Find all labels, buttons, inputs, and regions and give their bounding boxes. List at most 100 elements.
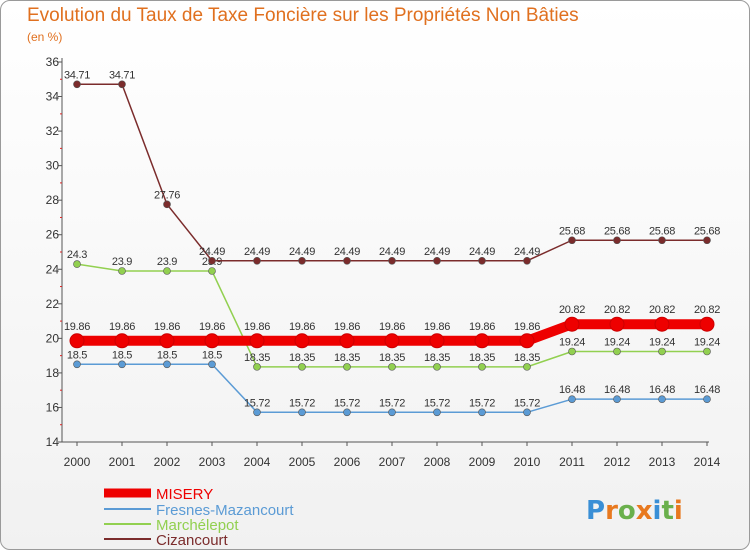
data-point bbox=[703, 347, 711, 356]
x-tick-label: 2003 bbox=[199, 455, 226, 469]
data-label: 18.35 bbox=[424, 352, 450, 364]
data-label: 19.24 bbox=[604, 336, 630, 348]
data-label: 18.35 bbox=[289, 352, 315, 364]
data-label: 24.49 bbox=[469, 246, 495, 258]
data-label: 15.72 bbox=[424, 397, 450, 409]
data-label: 18.5 bbox=[67, 349, 87, 361]
data-point bbox=[658, 236, 666, 245]
data-point bbox=[699, 316, 715, 332]
data-label: 25.68 bbox=[694, 225, 720, 237]
data-point bbox=[568, 347, 576, 356]
chart-title: Evolution du Taux de Taxe Foncière sur l… bbox=[27, 5, 579, 26]
data-label: 18.5 bbox=[157, 349, 177, 361]
data-label: 25.68 bbox=[559, 225, 585, 237]
data-point bbox=[253, 257, 261, 265]
data-point bbox=[69, 333, 85, 349]
data-label: 19.86 bbox=[199, 321, 225, 333]
data-label: 24.49 bbox=[334, 246, 360, 258]
data-point bbox=[703, 395, 711, 403]
data-point bbox=[343, 408, 351, 417]
chart-unit: (en %) bbox=[27, 30, 63, 44]
y-tick-label: 32 bbox=[46, 124, 60, 138]
data-point bbox=[568, 395, 576, 403]
x-tick-label: 2005 bbox=[289, 455, 316, 469]
data-point bbox=[703, 236, 711, 245]
data-label: 24.49 bbox=[514, 246, 540, 258]
legend-label: MISERY bbox=[156, 486, 213, 503]
data-point bbox=[298, 257, 306, 265]
data-point bbox=[118, 267, 126, 275]
data-label: 19.24 bbox=[694, 336, 720, 348]
data-label: 23.9 bbox=[157, 256, 177, 268]
y-tick-label: 30 bbox=[46, 159, 60, 173]
data-point bbox=[73, 80, 81, 89]
data-point bbox=[298, 363, 306, 371]
x-tick-label: 2014 bbox=[694, 455, 721, 469]
data-point bbox=[658, 395, 666, 403]
data-point bbox=[73, 360, 81, 369]
data-label: 24.49 bbox=[244, 246, 270, 258]
x-tick-label: 2006 bbox=[334, 455, 361, 469]
data-label: 16.48 bbox=[649, 384, 675, 396]
data-point bbox=[568, 236, 576, 245]
data-label: 19.86 bbox=[109, 321, 135, 333]
data-point bbox=[163, 267, 171, 275]
data-label: 19.24 bbox=[649, 336, 675, 348]
y-tick-label: 20 bbox=[46, 331, 60, 345]
data-point bbox=[658, 347, 666, 356]
x-tick-label: 2007 bbox=[379, 455, 406, 469]
data-label: 18.35 bbox=[469, 352, 495, 364]
x-tick-label: 2013 bbox=[649, 455, 676, 469]
data-point bbox=[388, 408, 396, 417]
data-label: 16.48 bbox=[559, 384, 585, 396]
data-point bbox=[163, 360, 171, 369]
x-tick-label: 2004 bbox=[244, 455, 271, 469]
x-tick-label: 2010 bbox=[514, 455, 541, 469]
data-label: 15.72 bbox=[334, 397, 360, 409]
data-label: 18.5 bbox=[202, 349, 222, 361]
y-tick-label: 18 bbox=[46, 366, 60, 380]
y-tick-label: 22 bbox=[46, 297, 60, 311]
data-point bbox=[388, 257, 396, 265]
y-tick-label: 14 bbox=[46, 435, 60, 449]
x-tick-label: 2012 bbox=[604, 455, 631, 469]
data-label: 19.86 bbox=[154, 321, 180, 333]
data-point bbox=[564, 316, 580, 332]
data-label: 20.82 bbox=[559, 304, 585, 316]
data-point bbox=[208, 257, 216, 265]
data-point bbox=[298, 408, 306, 417]
data-label: 19.86 bbox=[424, 321, 450, 333]
legend-label: Cizancourt bbox=[156, 532, 229, 549]
data-label: 19.86 bbox=[244, 321, 270, 333]
data-point bbox=[654, 316, 670, 332]
data-point bbox=[343, 257, 351, 265]
data-label: 19.86 bbox=[514, 321, 540, 333]
x-tick-label: 2011 bbox=[559, 455, 585, 469]
data-point bbox=[478, 408, 486, 417]
data-point bbox=[249, 333, 265, 349]
data-point bbox=[433, 408, 441, 417]
data-label: 19.86 bbox=[469, 321, 495, 333]
data-label: 20.82 bbox=[694, 304, 720, 316]
data-label: 19.86 bbox=[64, 321, 90, 333]
data-label: 24.49 bbox=[379, 246, 405, 258]
data-point bbox=[609, 316, 625, 332]
x-tick-label: 2009 bbox=[469, 455, 496, 469]
data-point bbox=[253, 363, 261, 371]
data-label: 15.72 bbox=[469, 397, 495, 409]
data-label: 24.49 bbox=[199, 246, 225, 258]
data-point bbox=[204, 333, 220, 349]
data-label: 27.76 bbox=[154, 189, 180, 201]
data-point bbox=[294, 333, 310, 349]
data-point bbox=[519, 333, 535, 349]
data-point bbox=[118, 80, 126, 89]
data-label: 15.72 bbox=[244, 397, 270, 409]
data-point bbox=[429, 333, 445, 349]
data-point bbox=[208, 360, 216, 369]
data-label: 18.35 bbox=[514, 352, 540, 364]
data-label: 18.35 bbox=[244, 352, 270, 364]
data-label: 24.49 bbox=[289, 246, 315, 258]
y-tick-label: 16 bbox=[46, 400, 60, 414]
data-point bbox=[433, 363, 441, 371]
